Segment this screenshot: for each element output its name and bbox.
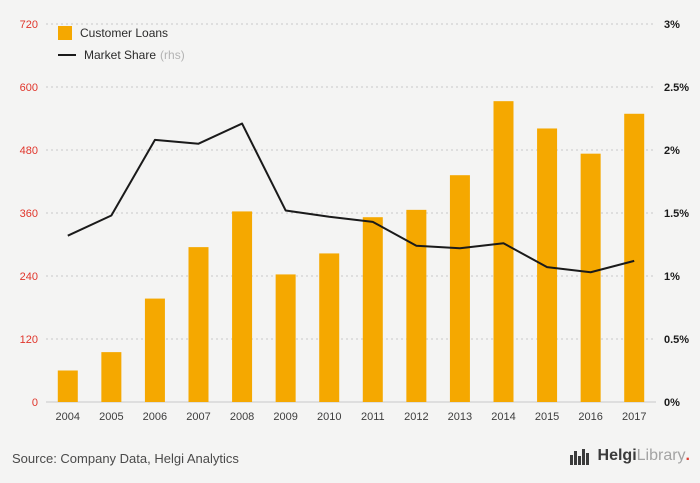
- x-axis-tick-label: 2008: [230, 411, 254, 423]
- customer-loans-bars: [57, 101, 645, 403]
- legend-label: Customer Loans: [80, 26, 169, 40]
- bar: [362, 217, 383, 402]
- x-axis-tick-label: 2014: [491, 411, 515, 423]
- right-axis-tick-label: 3%: [664, 19, 680, 31]
- bar: [537, 128, 558, 402]
- left-axis-tick-label: 600: [20, 82, 38, 94]
- left-axis-tick-label: 120: [20, 334, 38, 346]
- market-share-line: [67, 122, 635, 274]
- bar: [624, 113, 645, 403]
- bar: [580, 153, 601, 402]
- chart-footer: Source: Company Data, Helgi Analytics He…: [0, 447, 700, 473]
- x-axis-tick-label: 2013: [448, 411, 472, 423]
- bar: [449, 175, 470, 402]
- x-axis-tick-label: 2016: [578, 411, 602, 423]
- source-note: Source: Company Data, Helgi Analytics: [12, 451, 239, 466]
- legend-label: Market Share: [84, 48, 157, 62]
- bar: [101, 352, 122, 402]
- line-series-swatch-icon: [58, 54, 76, 56]
- bar: [275, 274, 296, 402]
- left-axis-tick-label: 480: [20, 145, 38, 157]
- gridlines: [46, 23, 656, 403]
- right-axis-tick-label: 1.5%: [664, 208, 689, 220]
- chart-canvas: 0 120 240 360 480 600 720 0% 0.5% 1% 1.5% 2% 2.5% 3% 2…: [20, 19, 690, 423]
- bar-chart-logo-icon: [569, 449, 589, 465]
- logo-text: HelgiLibrary.: [597, 447, 690, 464]
- left-axis-tick-label: 240: [20, 271, 38, 283]
- legend-suffix: (rhs): [160, 48, 185, 62]
- bar: [144, 298, 165, 402]
- x-axis-tick-label: 2012: [404, 411, 428, 423]
- x-axis-labels: 2004 2005 2006 2007 2008 2009 2010 2011 2012 2013…: [56, 411, 647, 423]
- helgi-library-logo: HelgiLibrary.: [569, 447, 690, 465]
- x-axis-tick-label: 2010: [317, 411, 341, 423]
- chart-legend: Customer Loans Market Share (rhs): [58, 22, 185, 66]
- x-axis-tick-label: 2011: [361, 411, 385, 423]
- right-axis-tick-label: 2.5%: [664, 82, 689, 94]
- x-axis-tick-label: 2015: [535, 411, 559, 423]
- bar-series-swatch-icon: [58, 26, 72, 40]
- right-axis-tick-label: 0%: [664, 397, 680, 409]
- bar: [188, 247, 209, 402]
- x-axis-tick-label: 2006: [143, 411, 167, 423]
- left-axis-tick-label: 360: [20, 208, 38, 220]
- bar: [493, 101, 514, 403]
- x-axis-tick-label: 2004: [56, 411, 80, 423]
- bar: [57, 370, 78, 402]
- x-axis-tick-label: 2007: [186, 411, 210, 423]
- bar: [232, 211, 253, 402]
- legend-item-customer-loans: Customer Loans: [58, 22, 185, 44]
- bar: [406, 209, 427, 402]
- x-axis-tick-label: 2017: [622, 411, 646, 423]
- right-axis-labels: 0% 0.5% 1% 1.5% 2% 2.5% 3%: [664, 19, 689, 409]
- legend-item-market-share: Market Share (rhs): [58, 44, 185, 66]
- left-axis-tick-label: 720: [20, 19, 38, 31]
- right-axis-tick-label: 1%: [664, 271, 680, 283]
- left-axis-tick-label: 0: [32, 397, 38, 409]
- right-axis-tick-label: 2%: [664, 145, 680, 157]
- x-axis-tick-label: 2005: [99, 411, 123, 423]
- bar: [319, 253, 340, 402]
- right-axis-tick-label: 0.5%: [664, 334, 689, 346]
- x-axis-tick-label: 2009: [273, 411, 297, 423]
- left-axis-labels: 0 120 240 360 480 600 720: [20, 19, 38, 409]
